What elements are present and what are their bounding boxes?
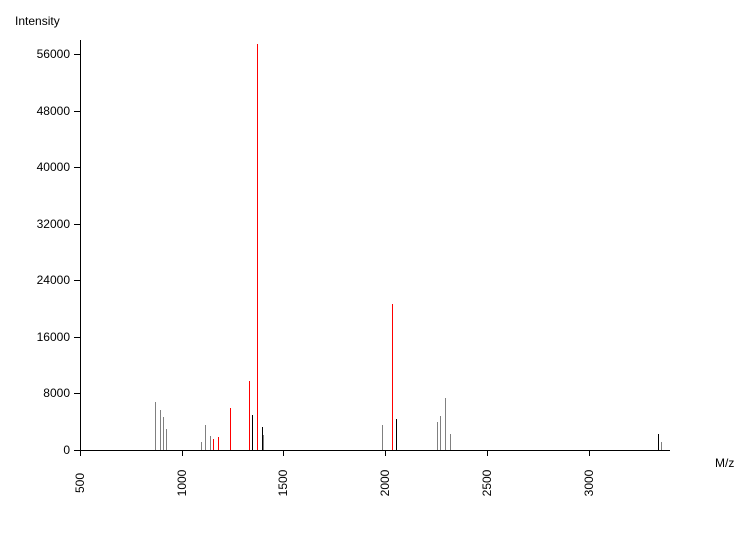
y-axis-line — [80, 40, 81, 450]
y-tick-label: 8000 — [43, 386, 70, 400]
y-tick-label: 56000 — [37, 47, 70, 61]
x-axis-line — [80, 450, 670, 451]
peak-stem — [218, 437, 219, 450]
peak-stem — [263, 435, 264, 450]
plot-area — [80, 40, 670, 450]
y-tick-label: 0 — [63, 443, 70, 457]
x-tick — [385, 450, 386, 456]
mass-spectrum-chart: Intensity M/z 0 8000 16000 24000 32000 40000 4… — [0, 0, 750, 540]
peak-stem — [155, 402, 156, 450]
x-tick — [589, 450, 590, 456]
peak-stem — [252, 415, 253, 450]
x-tick-label: 3000 — [582, 470, 596, 497]
y-tick-label: 16000 — [37, 330, 70, 344]
x-tick-label: 1000 — [175, 470, 189, 497]
peak-stem — [445, 398, 446, 450]
y-tick — [74, 54, 80, 55]
y-tick-label: 48000 — [37, 104, 70, 118]
peak-stem — [249, 381, 250, 450]
y-tick-label: 40000 — [37, 160, 70, 174]
x-tick-label: 2500 — [480, 470, 494, 497]
peak-stem — [166, 429, 167, 450]
x-axis-label: M/z — [715, 456, 734, 470]
y-tick — [74, 393, 80, 394]
x-tick — [182, 450, 183, 456]
x-tick-label: 2000 — [378, 470, 392, 497]
peak-stem — [658, 434, 659, 450]
peak-stem — [262, 427, 263, 450]
peak-stem — [201, 442, 202, 450]
peak-stem — [160, 410, 161, 450]
peak-stem — [382, 425, 383, 450]
y-axis-label: Intensity — [15, 14, 60, 28]
peak-stem — [392, 304, 393, 450]
y-tick — [74, 111, 80, 112]
peak-stem — [230, 408, 231, 450]
peak-stem — [440, 416, 441, 450]
y-tick-label: 32000 — [37, 217, 70, 231]
x-tick-label: 500 — [73, 473, 87, 493]
y-tick — [74, 280, 80, 281]
peak-stem — [437, 422, 438, 450]
peak-stem — [210, 436, 211, 450]
y-tick — [74, 224, 80, 225]
y-tick-label: 24000 — [37, 273, 70, 287]
x-tick-label: 1500 — [276, 470, 290, 497]
peak-stem — [205, 425, 206, 450]
peak-stem — [661, 442, 662, 450]
peak-stem — [257, 44, 258, 450]
y-tick — [74, 337, 80, 338]
peak-stem — [450, 434, 451, 450]
y-tick — [74, 167, 80, 168]
x-tick — [283, 450, 284, 456]
x-tick — [487, 450, 488, 456]
x-tick — [80, 450, 81, 456]
peak-stem — [163, 417, 164, 450]
peak-stem — [396, 419, 397, 450]
peak-stem — [213, 439, 214, 450]
